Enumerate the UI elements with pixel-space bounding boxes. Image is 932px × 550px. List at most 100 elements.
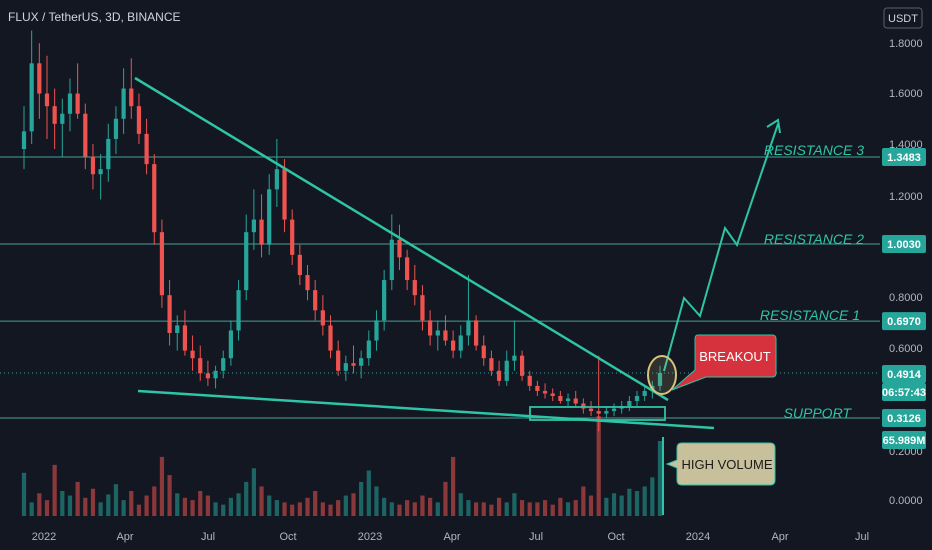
candle	[67, 78, 73, 132]
candle	[336, 340, 341, 376]
volume-bar	[75, 481, 80, 516]
volume-label-box	[882, 431, 926, 449]
candle	[98, 154, 103, 200]
candle	[489, 350, 494, 376]
volume-bar	[650, 477, 655, 516]
volume-bar	[634, 491, 640, 516]
price-level-label-2: 0.6970	[887, 316, 921, 328]
breakout-callout: BREAKOUT	[671, 334, 777, 391]
candle	[251, 189, 256, 250]
candle	[581, 398, 586, 414]
volume-bar	[83, 497, 88, 516]
volume-bar	[267, 495, 272, 516]
volume-bar	[565, 502, 571, 516]
volume-bar	[359, 481, 364, 516]
time-tick-label: 2022	[32, 531, 56, 543]
volume-bar	[619, 495, 624, 516]
volume-bar	[558, 497, 563, 516]
volume-bar	[420, 495, 425, 516]
candle	[259, 194, 264, 258]
candle	[205, 360, 211, 386]
time-tick-label: Apr	[116, 531, 133, 543]
volume-bar	[611, 493, 617, 516]
candle	[221, 350, 226, 379]
volume-bar	[228, 497, 233, 516]
volume-bar	[21, 472, 27, 516]
candle	[420, 285, 425, 331]
candle	[190, 335, 195, 371]
candle	[113, 106, 119, 155]
volume-bar	[374, 486, 379, 516]
volume-bar	[343, 495, 348, 516]
volume-bar	[366, 470, 371, 516]
candle	[297, 244, 302, 286]
candle	[550, 388, 555, 402]
volume-bar	[144, 495, 149, 516]
volume-bar	[382, 497, 387, 516]
symbol-title: FLUX / TetherUS, 3D, BINANCE	[8, 10, 181, 24]
high-volume-callout: HIGH VOLUME	[665, 442, 776, 486]
candle	[182, 310, 188, 356]
candle	[428, 310, 433, 346]
volume-bar	[297, 502, 302, 516]
volume-bar	[657, 441, 663, 516]
candle	[458, 325, 463, 359]
volume-bar	[627, 488, 632, 516]
candle	[512, 320, 517, 371]
price-level-label-1: 1.0030	[887, 239, 921, 251]
volume-bar	[581, 486, 586, 516]
volume-bar	[221, 504, 226, 516]
candle	[60, 98, 65, 157]
accumulation-box	[529, 406, 666, 421]
volume-bar	[274, 500, 279, 516]
volume-bars	[21, 416, 663, 516]
candle	[52, 88, 57, 150]
projection-path	[663, 123, 779, 372]
volume-bar	[458, 493, 463, 516]
volume-bar	[290, 504, 295, 516]
volume-bar	[190, 500, 195, 516]
time-tick-label: Oct	[279, 531, 296, 543]
volume-bar	[604, 497, 609, 516]
candle	[382, 269, 387, 331]
candle	[496, 360, 502, 386]
candle	[466, 275, 471, 346]
candle	[90, 143, 96, 190]
volume-bar	[182, 497, 188, 516]
volume-bar	[435, 502, 440, 516]
candle	[75, 63, 80, 119]
candle	[565, 393, 571, 407]
candle	[29, 30, 34, 144]
volume-bar	[412, 502, 417, 516]
current-price-label: 0.4914	[887, 369, 922, 381]
time-axis[interactable]: 2022 Apr Jul Oct 2023 Apr Jul Oct 2024 Apr Jul	[32, 531, 869, 543]
volume-bar	[113, 484, 119, 516]
price-axis[interactable]: USDT 1.80001.60001.40001.20001.00000.800…	[882, 7, 926, 507]
breakout-text: BREAKOUT	[699, 349, 771, 364]
resistance-3-label: RESISTANCE 3	[764, 142, 864, 158]
volume-bar	[320, 502, 325, 516]
candle	[359, 350, 364, 379]
currency-button[interactable]	[883, 7, 923, 29]
candle	[642, 385, 647, 402]
volume-bar	[67, 495, 73, 516]
volume-bar	[466, 500, 471, 516]
candle	[596, 355, 601, 432]
volume-bar	[473, 502, 479, 516]
price-tick-label: 0.8000	[889, 292, 923, 304]
candle	[136, 93, 142, 144]
currency-label: USDT	[888, 13, 918, 25]
price-level-label-1-box	[882, 235, 926, 254]
time-tick-label: Apr	[771, 531, 788, 543]
candle	[627, 395, 632, 412]
volume-bar	[52, 464, 57, 516]
candle	[451, 330, 456, 359]
candle	[412, 264, 417, 306]
volume-bar	[573, 500, 578, 516]
price-level-label-0-box	[882, 148, 926, 166]
volume-bar	[489, 504, 494, 516]
candle	[443, 315, 448, 346]
volume-bar	[136, 504, 142, 516]
time-tick-label: 2024	[686, 531, 710, 543]
